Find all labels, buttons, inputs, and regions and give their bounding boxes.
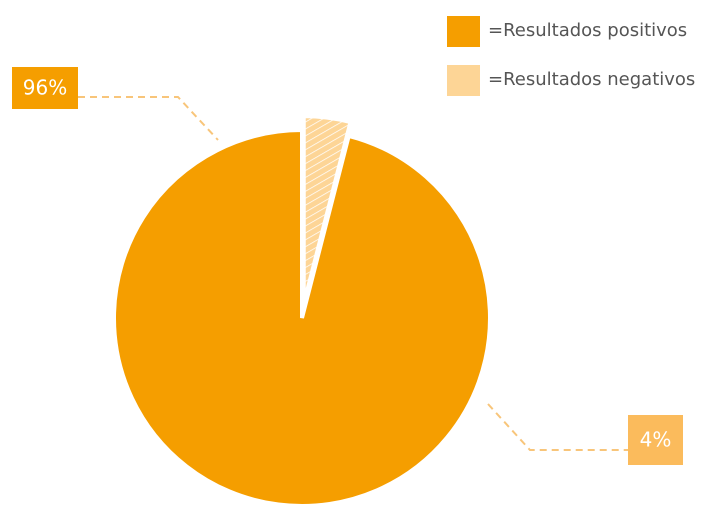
pie-slice (112, 127, 492, 507)
leader-line (487, 403, 628, 451)
leader-line (78, 96, 219, 141)
legend-swatch (447, 65, 480, 96)
leader-lines (78, 96, 628, 451)
data-label: 4% (640, 428, 672, 452)
legend-label: =Resultados negativos (488, 69, 695, 90)
label-box (12, 67, 78, 109)
legend-label: =Resultados positivos (488, 20, 687, 41)
legend-swatch (447, 16, 480, 47)
label-box (628, 415, 683, 465)
data-label: 96% (23, 76, 67, 100)
pie-slice (301, 114, 353, 305)
